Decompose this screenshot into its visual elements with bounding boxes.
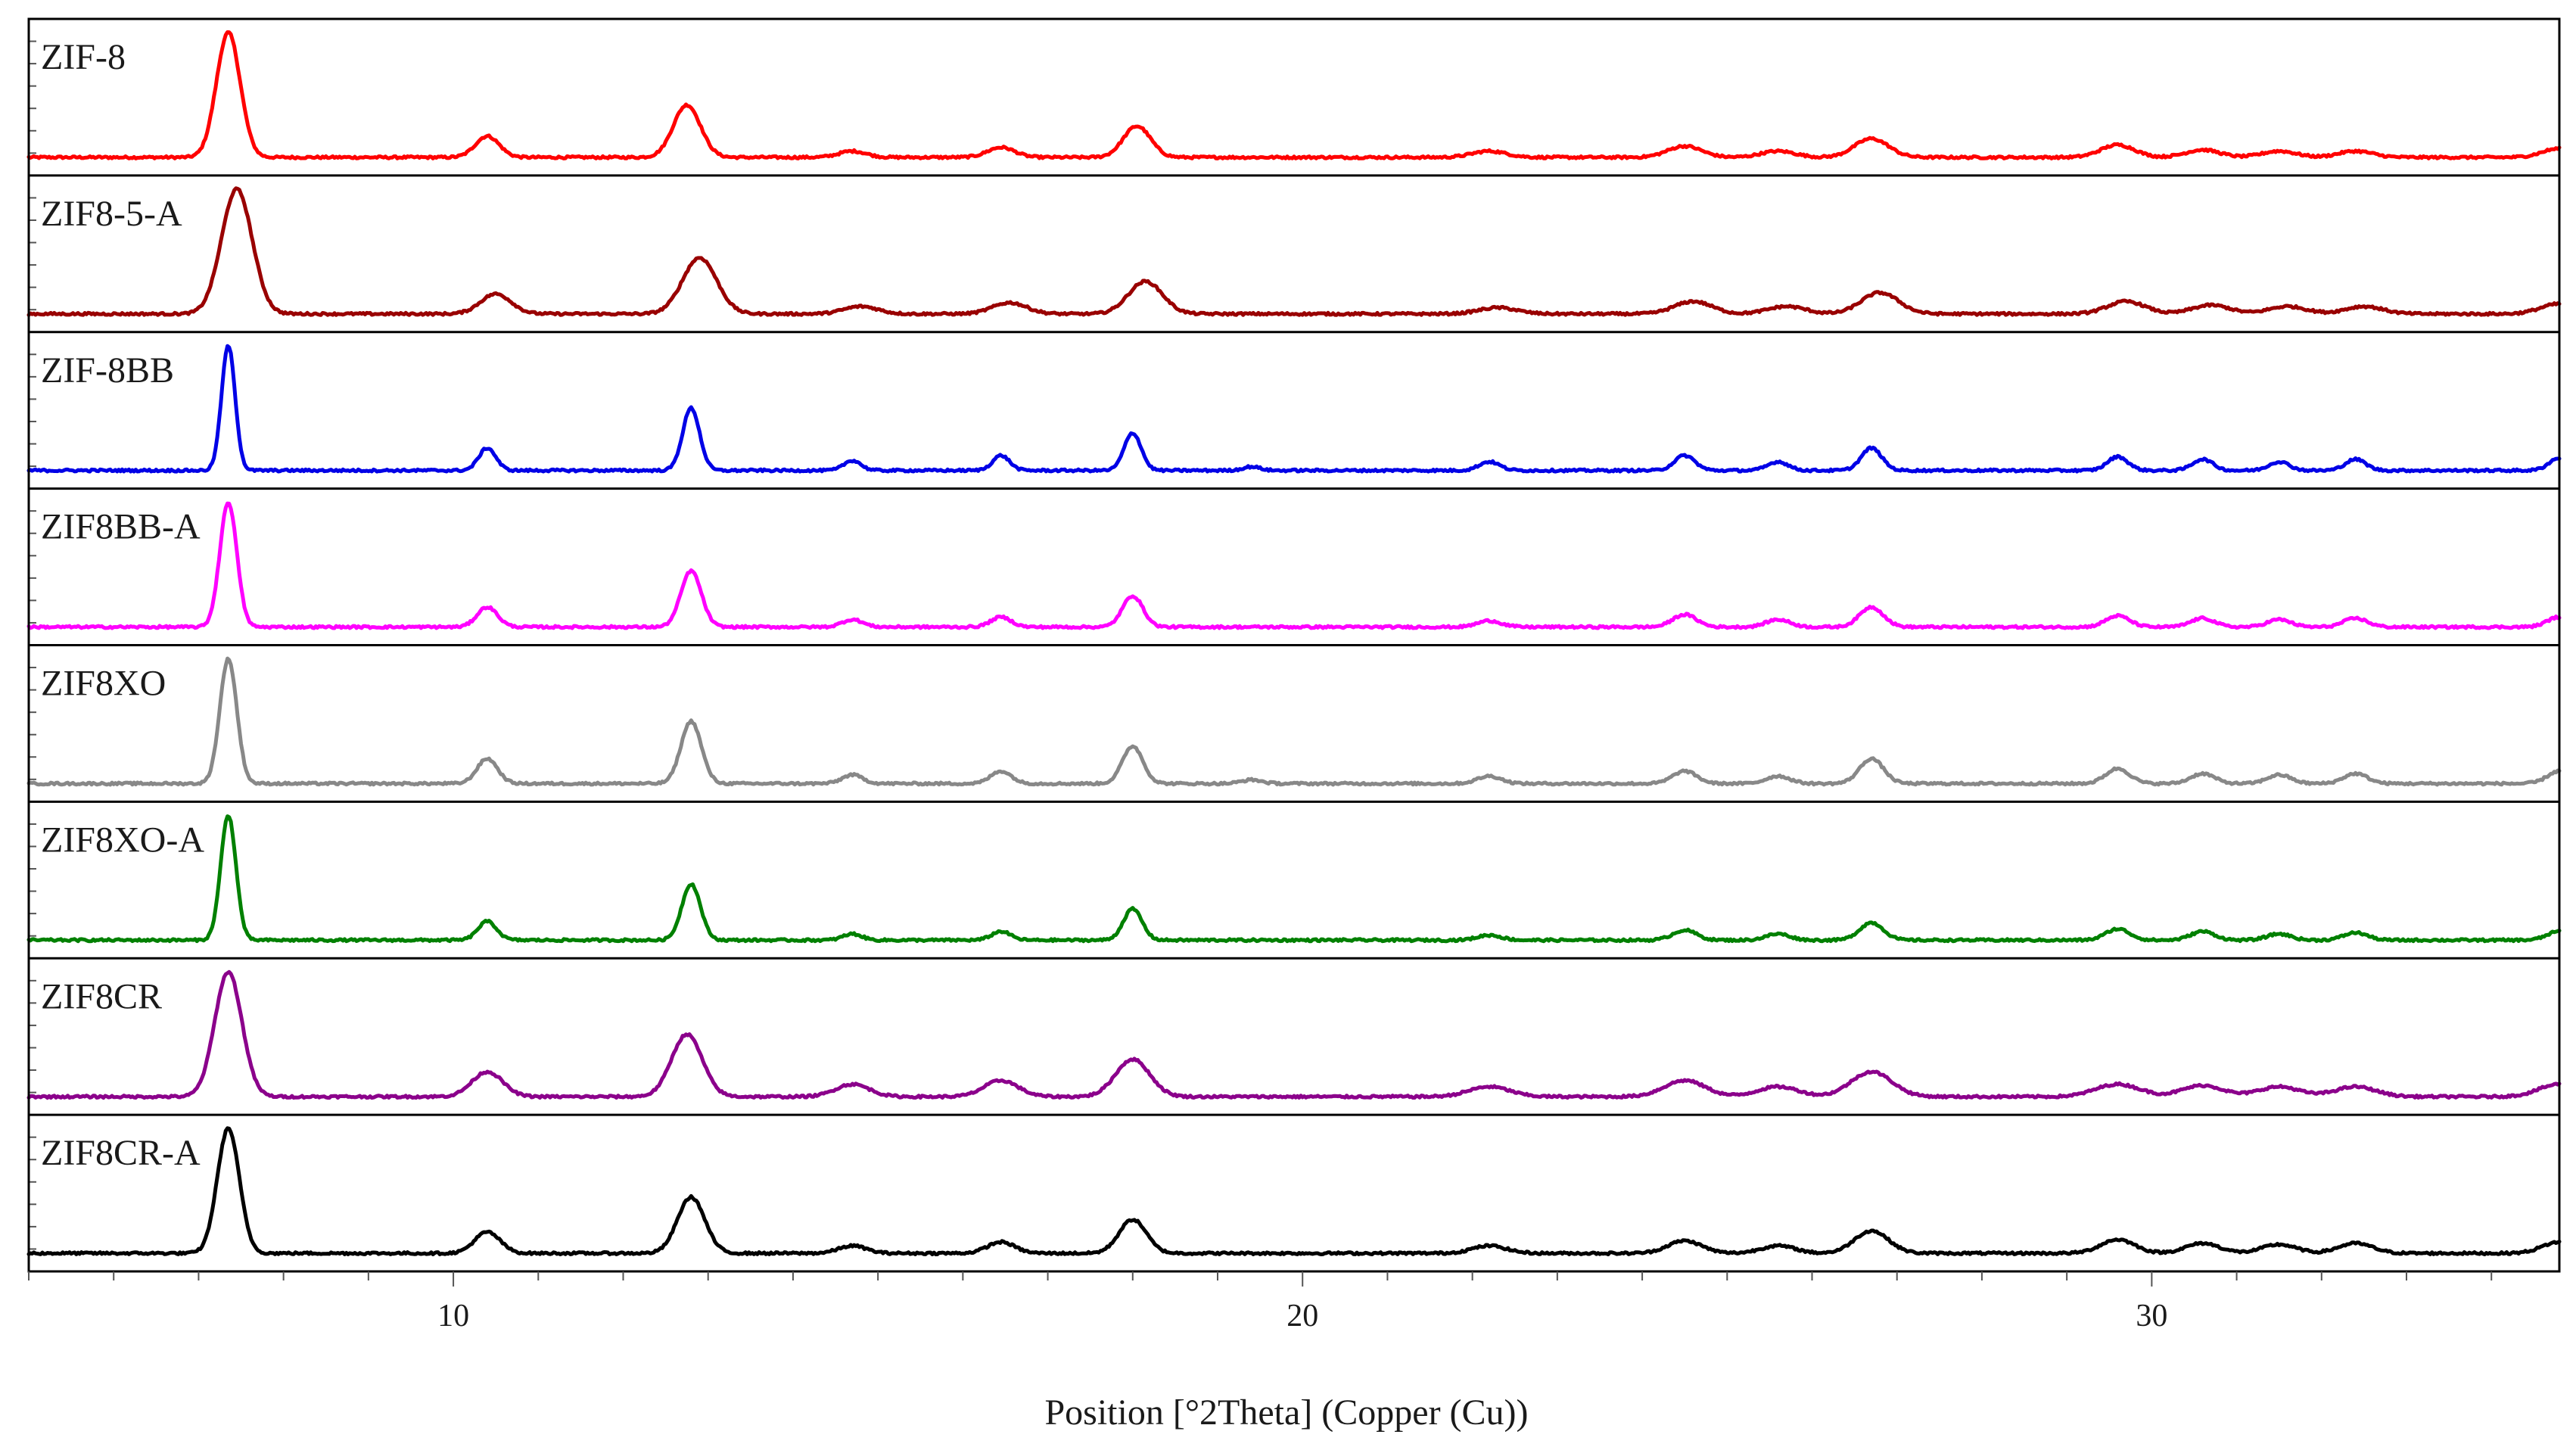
series-label: ZIF8XO xyxy=(41,664,166,704)
series-label: ZIF8-5-A xyxy=(41,194,182,234)
panels: ZIF-8 ZIF8-5-A ZIF-8BB ZIF8BB-A ZIF8XO ZIF8XO… xyxy=(26,17,2562,1273)
panel-5: ZIF8XO xyxy=(26,644,2562,787)
series-label: ZIF8XO-A xyxy=(41,820,204,860)
panel-7: ZIF8CR xyxy=(26,957,2562,1100)
series-label: ZIF-8 xyxy=(41,37,126,77)
panel-2: ZIF8-5-A xyxy=(26,174,2562,317)
series-trace xyxy=(26,186,2562,317)
panel-4: ZIF8BB-A xyxy=(26,487,2562,630)
series-trace xyxy=(26,30,2562,160)
series-trace xyxy=(26,344,2562,474)
panel-6: ZIF8XO-A xyxy=(26,800,2562,944)
x-tick-label: 30 xyxy=(2136,1299,2167,1333)
panel-3: ZIF-8BB xyxy=(26,331,2562,474)
series-trace xyxy=(26,656,2562,787)
panel-1: ZIF-8 xyxy=(26,30,2562,160)
x-axis-label: Position [°2Theta] (Copper (Cu)) xyxy=(1044,1392,1528,1433)
series-trace xyxy=(26,501,2562,630)
series-label: ZIF8CR xyxy=(41,976,162,1016)
series-trace xyxy=(26,814,2562,944)
plot-frame xyxy=(27,17,2561,1273)
panel-8: ZIF8CR-A xyxy=(26,1113,2562,1256)
series-label: ZIF-8BB xyxy=(41,350,174,391)
x-tick-label: 10 xyxy=(437,1299,469,1333)
series-trace xyxy=(26,969,2562,1100)
x-tick-label: 20 xyxy=(1286,1299,1318,1333)
series-trace xyxy=(26,1126,2562,1256)
series-label: ZIF8BB-A xyxy=(41,507,201,547)
series-label: ZIF8CR-A xyxy=(41,1133,201,1173)
x-axis: 10 20 30 xyxy=(28,1271,2493,1333)
